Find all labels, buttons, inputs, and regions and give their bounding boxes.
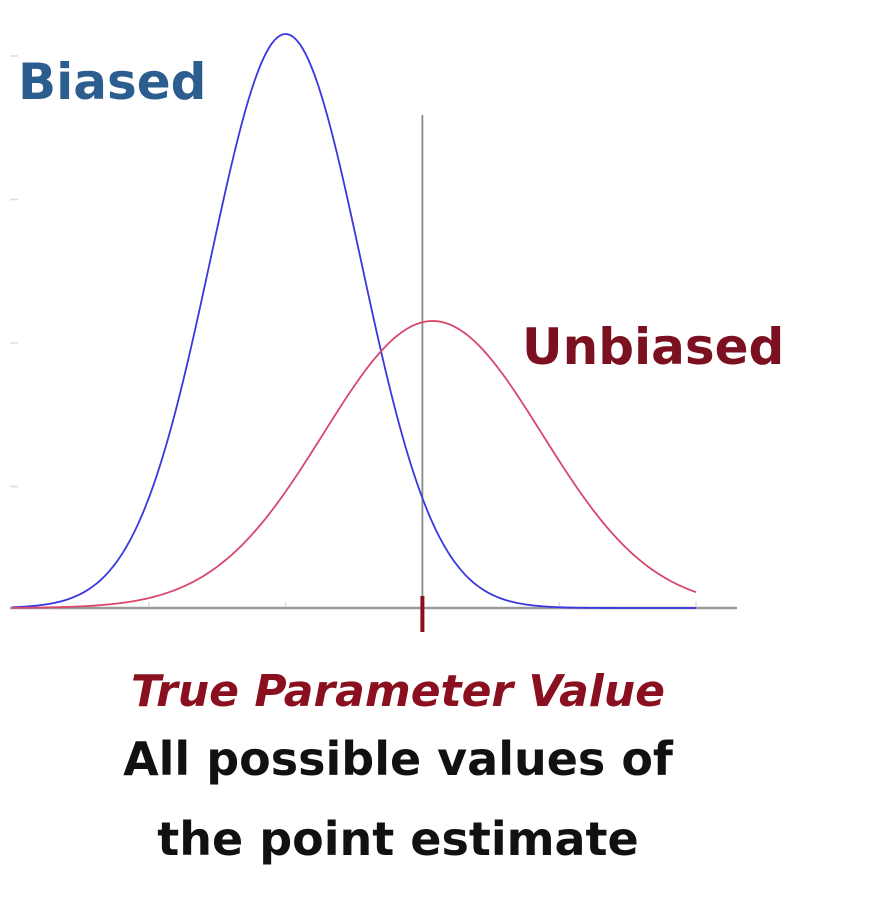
biased-label: Biased — [18, 53, 206, 111]
axis-description-line1: All possible values of — [123, 732, 674, 786]
axis-description-line2: the point estimate — [157, 812, 639, 866]
biased-curve — [11, 33, 696, 609]
unbiased-curve — [11, 320, 697, 609]
true-parameter-label: True Parameter Value — [131, 666, 665, 717]
unbiased-label: Unbiased — [522, 318, 784, 376]
y-axis-ticks — [10, 55, 18, 488]
